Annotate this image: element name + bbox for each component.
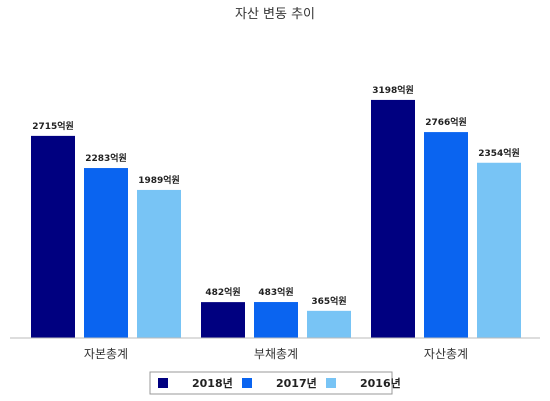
legend-label[interactable]: 2016년	[360, 376, 401, 390]
value-label: 2766억원	[425, 116, 467, 128]
bar-1-1[interactable]	[31, 135, 75, 338]
value-labels-group: 2715억원 2283억원 1989억원 482억원 483억원 365억원 3198억원 2…	[32, 84, 520, 307]
legend-swatch	[326, 378, 336, 388]
legend-label[interactable]: 2017년	[276, 376, 317, 390]
legend-label[interactable]: 2018년	[192, 376, 233, 390]
legend-swatch	[242, 378, 252, 388]
value-label: 483억원	[258, 286, 293, 298]
bar-2-3[interactable]	[307, 310, 351, 338]
bar-3-3[interactable]	[477, 162, 521, 338]
bar-2-1[interactable]	[201, 302, 245, 338]
value-label: 3198억원	[372, 84, 414, 96]
bar-3-2[interactable]	[424, 132, 468, 338]
category-label: 부채총계	[254, 347, 298, 361]
chart-title: 자산 변동 추이	[235, 7, 315, 22]
legend-box	[149, 371, 393, 395]
legend-swatch	[158, 378, 168, 388]
value-label: 2354억원	[478, 147, 520, 159]
category-label: 자본총계	[84, 347, 128, 361]
bars-group	[31, 99, 521, 338]
value-label: 365억원	[311, 295, 346, 307]
bar-3-1[interactable]	[371, 99, 415, 338]
bar-1-3[interactable]	[137, 189, 181, 338]
bar-2-2[interactable]	[254, 302, 298, 338]
category-label: 자산총계	[424, 347, 468, 361]
value-label: 2715억원	[32, 120, 74, 132]
value-label: 482억원	[205, 286, 240, 298]
value-label: 1989억원	[138, 174, 180, 186]
value-label: 2283억원	[85, 152, 127, 164]
category-labels-group: 자본총계 부채총계 자산총계	[84, 347, 468, 361]
legend[interactable]: 2018년 2017년 2016년	[149, 371, 401, 395]
bar-1-2[interactable]	[84, 168, 128, 338]
